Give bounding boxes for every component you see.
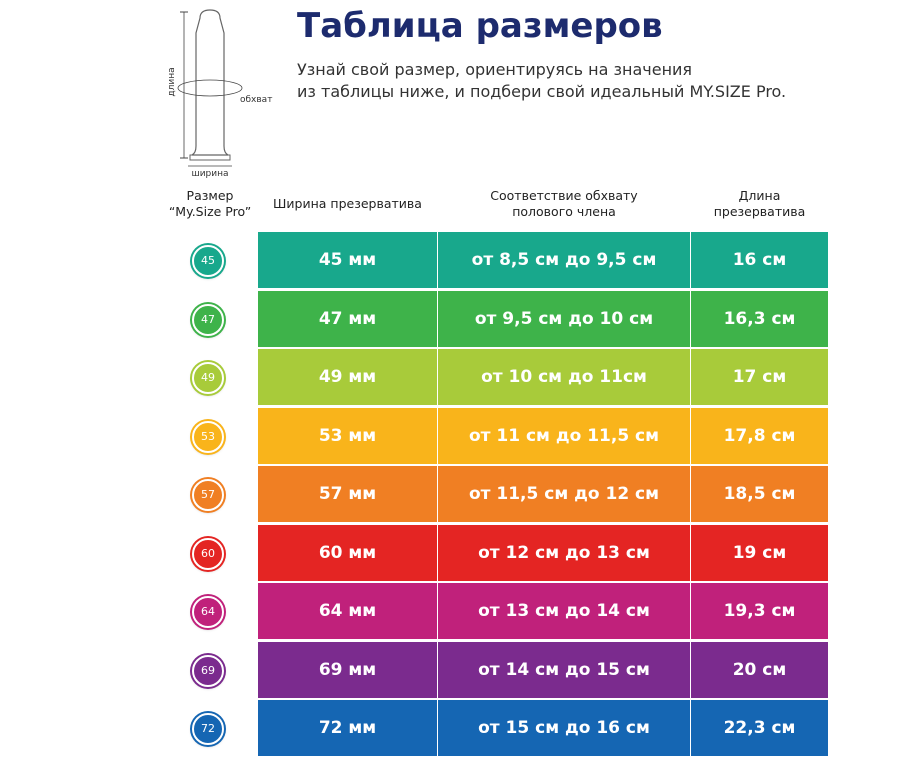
length-cell: 19,3 см <box>691 583 828 639</box>
size-diagram: длина обхват ширина <box>167 9 272 179</box>
girth-cell: от 13 см до 14 см <box>438 583 690 639</box>
table-row: 60 60 мм от 12 см до 13 см 19 см <box>165 524 830 581</box>
table-row: 45 45 мм от 8,5 см до 9,5 см 16 см <box>165 232 830 288</box>
table-row: 53 53 мм от 11 см до 11,5 см 17,8 см <box>165 407 830 464</box>
width-cell: 45 мм <box>258 232 437 288</box>
girth-cell: от 15 см до 16 см <box>438 700 690 756</box>
girth-cell: от 12 см до 13 см <box>438 524 690 581</box>
size-badge: 57 <box>192 479 224 511</box>
girth-cell: от 9,5 см до 10 см <box>438 290 690 347</box>
length-cell: 18,5 см <box>691 466 828 522</box>
width-cell: 60 мм <box>258 524 437 581</box>
header-line: “My.Size Pro” <box>168 204 252 219</box>
girth-cell: от 11,5 см до 12 см <box>438 466 690 522</box>
girth-cell: от 14 см до 15 см <box>438 641 690 698</box>
table-row: 49 49 мм от 10 см до 11см 17 см <box>165 349 830 405</box>
size-badge: 47 <box>192 303 224 336</box>
width-cell: 69 мм <box>258 641 437 698</box>
size-badge: 64 <box>192 596 224 628</box>
length-cell: 19 см <box>691 524 828 581</box>
size-badge: 72 <box>192 713 224 745</box>
width-cell: 53 мм <box>258 407 437 464</box>
width-cell: 57 мм <box>258 466 437 522</box>
width-cell: 72 мм <box>258 700 437 756</box>
table-row: 69 69 мм от 14 см до 15 см 20 см <box>165 641 830 698</box>
length-cell: 20 см <box>691 641 828 698</box>
width-label: ширина <box>191 169 228 179</box>
girth-label: обхват <box>240 95 272 105</box>
subtitle: из таблицы ниже, и подбери свой идеальны… <box>297 82 787 101</box>
girth-cell: от 8,5 см до 9,5 см <box>438 232 690 288</box>
column-header: Ширина презерватива <box>258 196 437 212</box>
header-line: Ширина презерватива <box>273 196 422 211</box>
width-cell: 49 мм <box>258 349 437 405</box>
header-line: Размер <box>186 188 234 203</box>
length-cell: 22,3 см <box>691 700 828 756</box>
width-cell: 64 мм <box>258 583 437 639</box>
header-line: презерватива <box>713 204 806 219</box>
column-header: Длина презерватива <box>691 188 828 220</box>
length-cell: 16,3 см <box>691 290 828 347</box>
length-label: длина <box>167 67 177 96</box>
header-line: Длина <box>738 188 781 203</box>
size-badge: 45 <box>192 245 224 277</box>
length-cell: 17,8 см <box>691 407 828 464</box>
width-cell: 47 мм <box>258 290 437 347</box>
subtitle: Узнай свой размер, ориентируясь на значе… <box>297 60 693 79</box>
title: Таблица размеров <box>297 6 663 46</box>
header-line: полового члена <box>512 204 616 219</box>
size-badge: 53 <box>192 420 224 453</box>
table-row: 64 64 мм от 13 см до 14 см 19,3 см <box>165 583 830 639</box>
table-row: 57 57 мм от 11,5 см до 12 см 18,5 см <box>165 466 830 522</box>
size-badge: 60 <box>192 537 224 570</box>
length-cell: 16 см <box>691 232 828 288</box>
table-row: 47 47 мм от 9,5 см до 10 см 16,3 см <box>165 290 830 347</box>
column-header: Размер “My.Size Pro” <box>160 188 260 220</box>
size-badge: 69 <box>192 654 224 687</box>
size-badge: 49 <box>192 362 224 394</box>
girth-cell: от 10 см до 11см <box>438 349 690 405</box>
length-cell: 17 см <box>691 349 828 405</box>
girth-cell: от 11 см до 11,5 см <box>438 407 690 464</box>
table-row: 72 72 мм от 15 см до 16 см 22,3 см <box>165 700 830 756</box>
column-header: Соответствие обхвату полового члена <box>438 188 690 220</box>
size-table: 45 45 мм от 8,5 см до 9,5 см 16 см 47 47 мм от… <box>165 232 830 759</box>
header-line: Соответствие обхвату <box>490 188 638 203</box>
